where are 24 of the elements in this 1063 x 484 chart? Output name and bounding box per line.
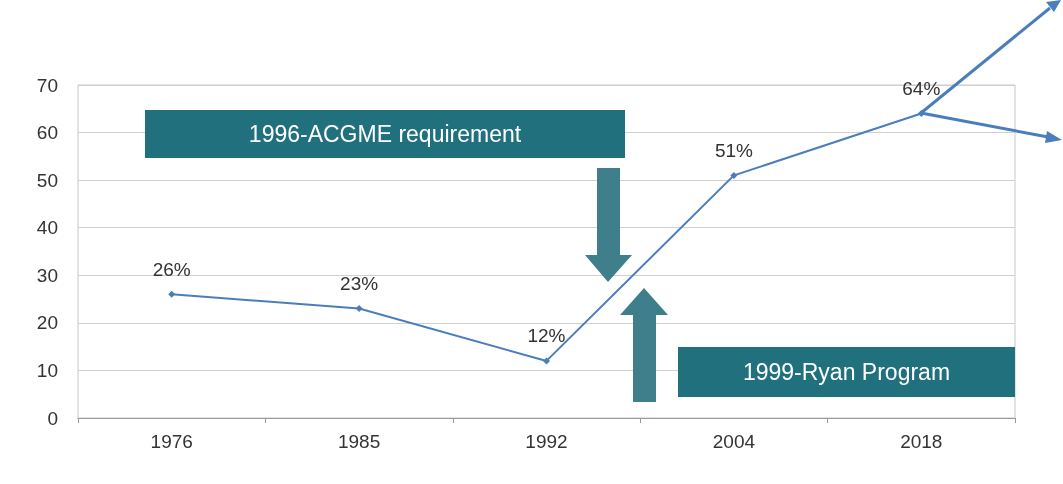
y-tick-label: 30 <box>36 264 58 286</box>
annotation: 1999-Ryan Program <box>742 359 951 385</box>
x-tick-label: 2018 <box>900 431 943 452</box>
y-tick-label: 50 <box>36 169 58 191</box>
data-label: 51% <box>714 139 754 161</box>
y-tick-label: 0 <box>47 407 58 429</box>
point <box>168 290 176 298</box>
data-label: 12% <box>527 325 566 347</box>
x-tick-label: 1976 <box>150 431 193 452</box>
y-tick-label: 70 <box>36 74 58 96</box>
annotation: 1996-ACGME requirement <box>248 121 522 147</box>
data-label: 26% <box>152 258 191 280</box>
y-tick-label: 10 <box>36 359 58 381</box>
data-label: 23% <box>340 273 379 295</box>
point <box>543 357 550 365</box>
y-tick-label: 40 <box>36 217 58 239</box>
x-tick-label: 1985 <box>337 431 381 452</box>
data-label: 64% <box>902 78 941 100</box>
y-tick-label: 20 <box>36 312 58 334</box>
x-tick-label: 1992 <box>525 431 568 452</box>
point <box>730 171 738 179</box>
x-tick-label: 2004 <box>712 431 756 452</box>
point <box>355 305 363 313</box>
y-tick-label: 60 <box>36 122 58 144</box>
